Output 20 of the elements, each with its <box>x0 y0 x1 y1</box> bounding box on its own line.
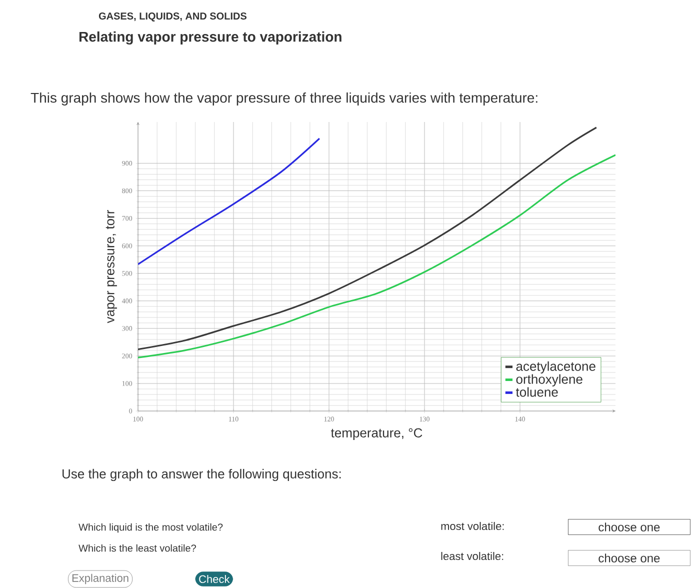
text: choose one <box>598 522 660 532</box>
text: most volatile: <box>441 522 504 530</box>
text: GASES, LIQUIDS, AND SOLIDS <box>98 12 247 22</box>
text: Explanation <box>72 574 128 584</box>
legend-label: orthoxylene <box>516 374 582 386</box>
y-axis-title: vapor pressure, torr <box>106 210 117 324</box>
chart-subtitle: This graph shows how the vapor pressure of three liquids varies with temperature: <box>30 92 538 106</box>
line-series <box>138 126 598 350</box>
legend-label: toluene <box>516 387 558 397</box>
text: Which liquid is the most volatile? <box>78 523 223 533</box>
line-series <box>138 138 320 266</box>
text: Check <box>199 574 230 584</box>
text: Which is the least volatile? <box>78 544 196 552</box>
chart-title: Relating vapor pressure to vaporization <box>79 31 342 45</box>
text: least volatile: <box>441 552 504 560</box>
x-axis-title: temperature, °C <box>331 428 422 440</box>
line-series <box>138 154 616 358</box>
text: Use the graph to answer the following questions: <box>62 468 341 482</box>
text: choose one <box>598 554 660 562</box>
legend-label: acetylacetone <box>516 361 596 374</box>
